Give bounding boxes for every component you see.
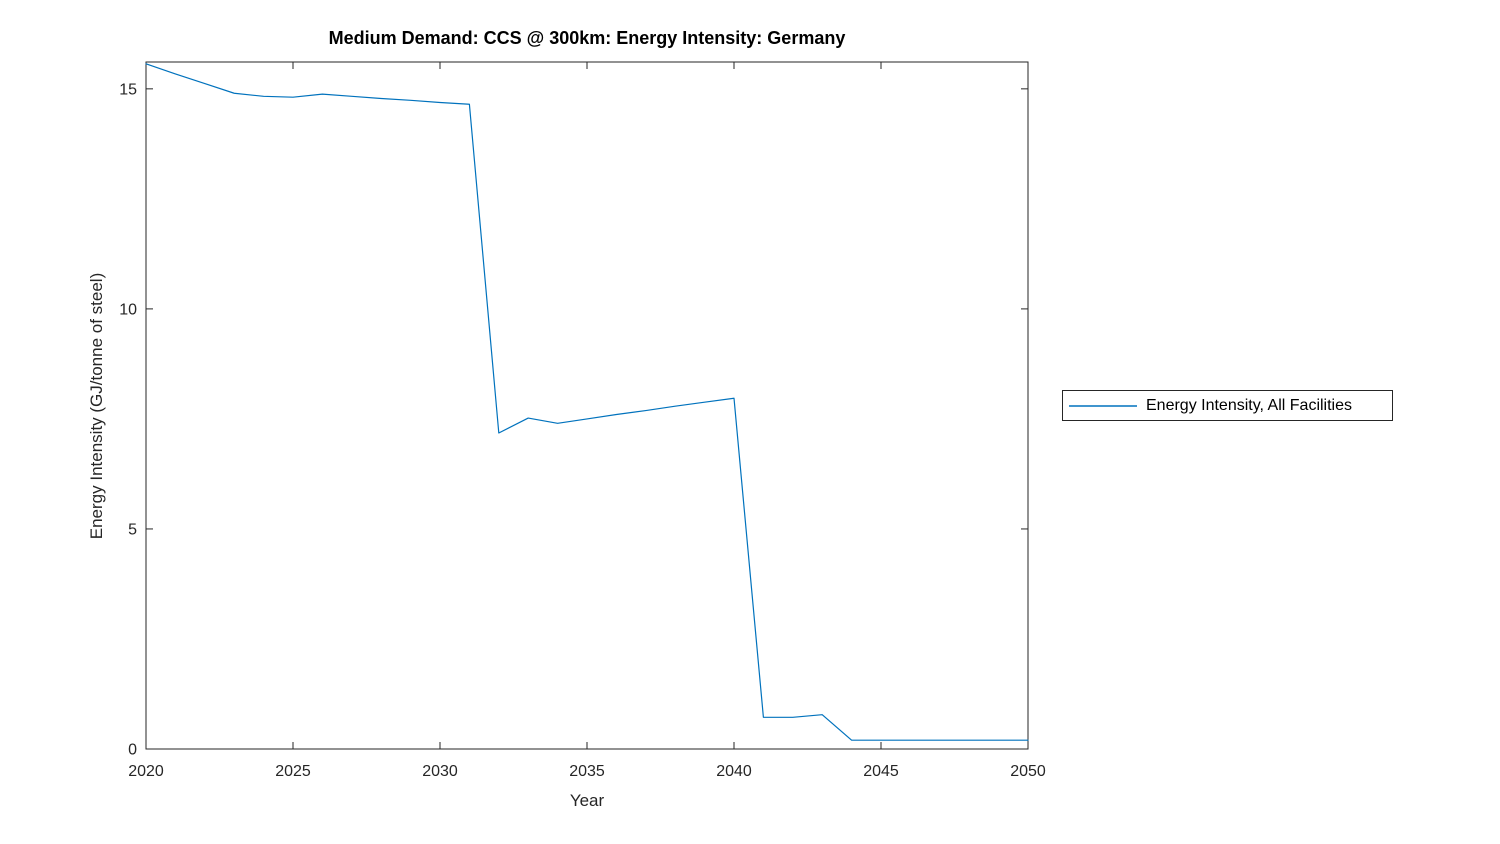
y-tick-label: 10 xyxy=(119,301,137,318)
x-tick-label: 2050 xyxy=(1010,763,1046,780)
legend-line-sample xyxy=(1069,404,1137,407)
y-tick-label: 5 xyxy=(128,521,137,538)
y-tick-label: 0 xyxy=(128,742,137,759)
x-axis-label: Year xyxy=(569,791,605,810)
axes-box xyxy=(145,61,1029,750)
x-tick-label: 2025 xyxy=(275,763,311,780)
series-line xyxy=(145,63,1029,741)
chart-title: Medium Demand: CCS @ 300km: Energy Inten… xyxy=(328,28,846,48)
x-tick-label: 2040 xyxy=(716,763,752,780)
x-tick-label: 2045 xyxy=(863,763,899,780)
legend: Energy Intensity, All Facilities xyxy=(1062,390,1393,421)
legend-label: Energy Intensity, All Facilities xyxy=(1146,396,1353,414)
x-tick-label: 2030 xyxy=(422,763,458,780)
x-tick-label: 2035 xyxy=(569,763,605,780)
y-axis-label: Energy Intensity (GJ/tonne of steel) xyxy=(87,272,106,540)
y-tick-label: 15 xyxy=(119,81,137,98)
x-tick-label: 2020 xyxy=(128,763,164,780)
